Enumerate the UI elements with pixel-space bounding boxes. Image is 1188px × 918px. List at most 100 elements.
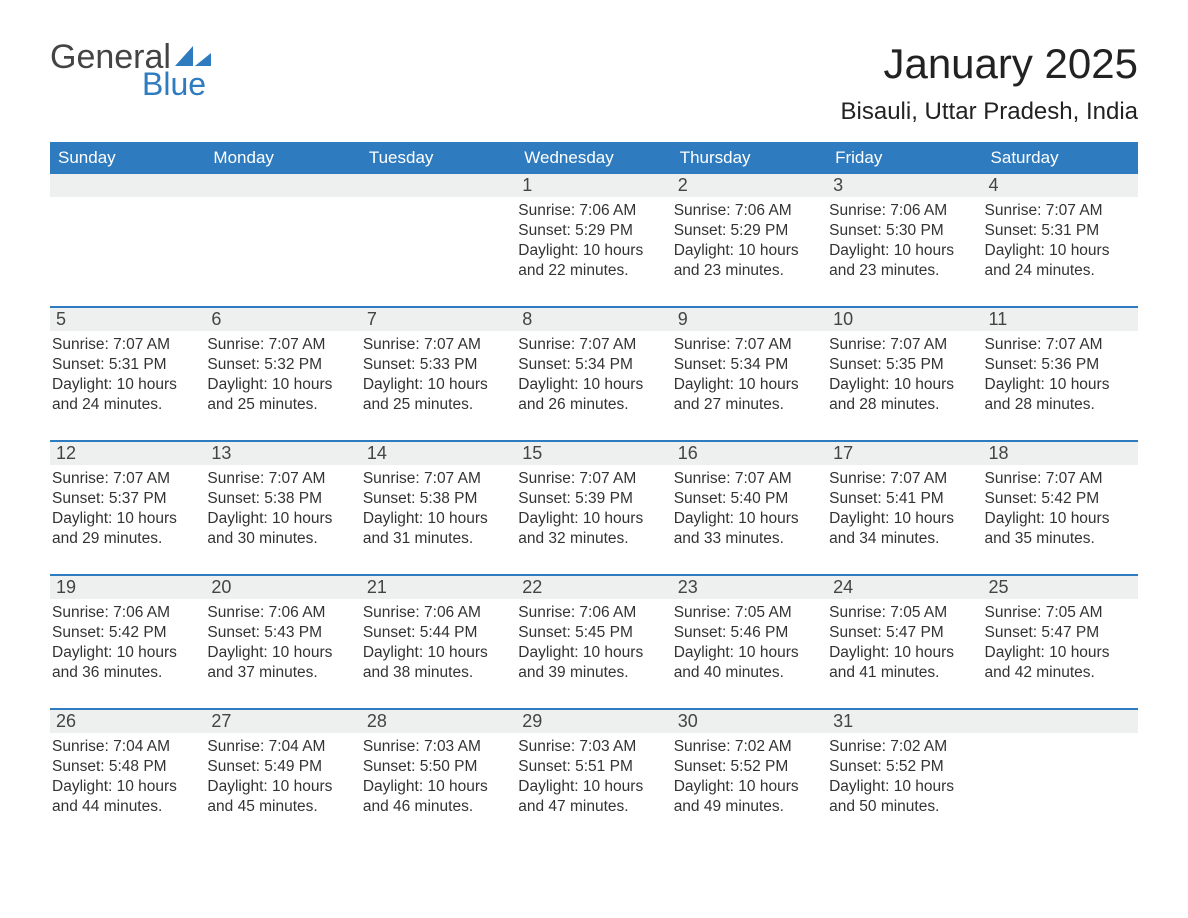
daylight-line: Daylight: 10 hours and 29 minutes. xyxy=(52,509,203,549)
day-header-thursday: Thursday xyxy=(672,142,827,174)
day-cell: 9Sunrise: 7:07 AMSunset: 5:34 PMDaylight… xyxy=(672,308,827,440)
day-body: Sunrise: 7:06 AMSunset: 5:43 PMDaylight:… xyxy=(205,599,360,688)
day-number: 11 xyxy=(983,308,1138,331)
day-cell: 16Sunrise: 7:07 AMSunset: 5:40 PMDayligh… xyxy=(672,442,827,574)
day-cell: 21Sunrise: 7:06 AMSunset: 5:44 PMDayligh… xyxy=(361,576,516,708)
day-cell: 15Sunrise: 7:07 AMSunset: 5:39 PMDayligh… xyxy=(516,442,671,574)
daylight-line: Daylight: 10 hours and 42 minutes. xyxy=(985,643,1136,683)
sunrise-line: Sunrise: 7:07 AM xyxy=(674,469,825,489)
sunrise-line: Sunrise: 7:06 AM xyxy=(518,603,669,623)
sunset-line: Sunset: 5:29 PM xyxy=(674,221,825,241)
sunset-line: Sunset: 5:31 PM xyxy=(985,221,1136,241)
day-body: Sunrise: 7:07 AMSunset: 5:35 PMDaylight:… xyxy=(827,331,982,420)
sunrise-line: Sunrise: 7:04 AM xyxy=(52,737,203,757)
day-cell: 6Sunrise: 7:07 AMSunset: 5:32 PMDaylight… xyxy=(205,308,360,440)
daylight-line: Daylight: 10 hours and 24 minutes. xyxy=(52,375,203,415)
sunrise-line: Sunrise: 7:06 AM xyxy=(829,201,980,221)
day-number-empty xyxy=(50,174,205,197)
day-cell: 19Sunrise: 7:06 AMSunset: 5:42 PMDayligh… xyxy=(50,576,205,708)
sunset-line: Sunset: 5:34 PM xyxy=(518,355,669,375)
daylight-line: Daylight: 10 hours and 27 minutes. xyxy=(674,375,825,415)
daylight-line: Daylight: 10 hours and 44 minutes. xyxy=(52,777,203,817)
day-body: Sunrise: 7:07 AMSunset: 5:34 PMDaylight:… xyxy=(516,331,671,420)
daylight-line: Daylight: 10 hours and 34 minutes. xyxy=(829,509,980,549)
week-row: 12Sunrise: 7:07 AMSunset: 5:37 PMDayligh… xyxy=(50,440,1138,574)
sunset-line: Sunset: 5:50 PM xyxy=(363,757,514,777)
day-body: Sunrise: 7:05 AMSunset: 5:47 PMDaylight:… xyxy=(983,599,1138,688)
sunrise-line: Sunrise: 7:06 AM xyxy=(518,201,669,221)
week-row: 5Sunrise: 7:07 AMSunset: 5:31 PMDaylight… xyxy=(50,306,1138,440)
day-number: 31 xyxy=(827,710,982,733)
day-cell: 7Sunrise: 7:07 AMSunset: 5:33 PMDaylight… xyxy=(361,308,516,440)
daylight-line: Daylight: 10 hours and 36 minutes. xyxy=(52,643,203,683)
day-body: Sunrise: 7:07 AMSunset: 5:31 PMDaylight:… xyxy=(50,331,205,420)
day-number: 13 xyxy=(205,442,360,465)
sunset-line: Sunset: 5:42 PM xyxy=(52,623,203,643)
day-number: 2 xyxy=(672,174,827,197)
sunset-line: Sunset: 5:41 PM xyxy=(829,489,980,509)
day-number: 6 xyxy=(205,308,360,331)
day-number: 4 xyxy=(983,174,1138,197)
day-body: Sunrise: 7:07 AMSunset: 5:36 PMDaylight:… xyxy=(983,331,1138,420)
sunrise-line: Sunrise: 7:07 AM xyxy=(363,335,514,355)
day-cell: 28Sunrise: 7:03 AMSunset: 5:50 PMDayligh… xyxy=(361,710,516,842)
day-number: 22 xyxy=(516,576,671,599)
daylight-line: Daylight: 10 hours and 38 minutes. xyxy=(363,643,514,683)
day-number: 10 xyxy=(827,308,982,331)
calendar: SundayMondayTuesdayWednesdayThursdayFrid… xyxy=(50,142,1138,842)
sunset-line: Sunset: 5:29 PM xyxy=(518,221,669,241)
sunset-line: Sunset: 5:51 PM xyxy=(518,757,669,777)
day-cell: 13Sunrise: 7:07 AMSunset: 5:38 PMDayligh… xyxy=(205,442,360,574)
day-number: 19 xyxy=(50,576,205,599)
day-header-row: SundayMondayTuesdayWednesdayThursdayFrid… xyxy=(50,142,1138,174)
day-cell: 17Sunrise: 7:07 AMSunset: 5:41 PMDayligh… xyxy=(827,442,982,574)
daylight-line: Daylight: 10 hours and 23 minutes. xyxy=(829,241,980,281)
day-body: Sunrise: 7:06 AMSunset: 5:42 PMDaylight:… xyxy=(50,599,205,688)
day-body: Sunrise: 7:06 AMSunset: 5:29 PMDaylight:… xyxy=(516,197,671,286)
day-body: Sunrise: 7:06 AMSunset: 5:45 PMDaylight:… xyxy=(516,599,671,688)
sunset-line: Sunset: 5:37 PM xyxy=(52,489,203,509)
daylight-line: Daylight: 10 hours and 30 minutes. xyxy=(207,509,358,549)
sunrise-line: Sunrise: 7:07 AM xyxy=(363,469,514,489)
sunrise-line: Sunrise: 7:07 AM xyxy=(52,335,203,355)
day-header-monday: Monday xyxy=(205,142,360,174)
day-cell: 11Sunrise: 7:07 AMSunset: 5:36 PMDayligh… xyxy=(983,308,1138,440)
day-cell: 5Sunrise: 7:07 AMSunset: 5:31 PMDaylight… xyxy=(50,308,205,440)
day-body: Sunrise: 7:06 AMSunset: 5:44 PMDaylight:… xyxy=(361,599,516,688)
day-number: 12 xyxy=(50,442,205,465)
day-body: Sunrise: 7:07 AMSunset: 5:32 PMDaylight:… xyxy=(205,331,360,420)
day-header-saturday: Saturday xyxy=(983,142,1138,174)
logo: General Blue xyxy=(50,40,213,100)
day-number: 23 xyxy=(672,576,827,599)
day-number: 21 xyxy=(361,576,516,599)
daylight-line: Daylight: 10 hours and 23 minutes. xyxy=(674,241,825,281)
day-number: 29 xyxy=(516,710,671,733)
sunrise-line: Sunrise: 7:03 AM xyxy=(518,737,669,757)
day-number: 16 xyxy=(672,442,827,465)
day-number: 17 xyxy=(827,442,982,465)
sunrise-line: Sunrise: 7:07 AM xyxy=(985,335,1136,355)
sunset-line: Sunset: 5:42 PM xyxy=(985,489,1136,509)
title-block: January 2025 Bisauli, Uttar Pradesh, Ind… xyxy=(841,40,1138,136)
daylight-line: Daylight: 10 hours and 26 minutes. xyxy=(518,375,669,415)
day-cell: 31Sunrise: 7:02 AMSunset: 5:52 PMDayligh… xyxy=(827,710,982,842)
sunset-line: Sunset: 5:36 PM xyxy=(985,355,1136,375)
sunset-line: Sunset: 5:49 PM xyxy=(207,757,358,777)
day-cell: 26Sunrise: 7:04 AMSunset: 5:48 PMDayligh… xyxy=(50,710,205,842)
day-cell xyxy=(50,174,205,306)
day-number: 30 xyxy=(672,710,827,733)
sunset-line: Sunset: 5:34 PM xyxy=(674,355,825,375)
daylight-line: Daylight: 10 hours and 39 minutes. xyxy=(518,643,669,683)
sunset-line: Sunset: 5:38 PM xyxy=(207,489,358,509)
day-number: 18 xyxy=(983,442,1138,465)
sunrise-line: Sunrise: 7:05 AM xyxy=(829,603,980,623)
daylight-line: Daylight: 10 hours and 33 minutes. xyxy=(674,509,825,549)
daylight-line: Daylight: 10 hours and 24 minutes. xyxy=(985,241,1136,281)
daylight-line: Daylight: 10 hours and 25 minutes. xyxy=(207,375,358,415)
day-header-wednesday: Wednesday xyxy=(516,142,671,174)
day-cell: 20Sunrise: 7:06 AMSunset: 5:43 PMDayligh… xyxy=(205,576,360,708)
day-cell: 29Sunrise: 7:03 AMSunset: 5:51 PMDayligh… xyxy=(516,710,671,842)
day-body: Sunrise: 7:07 AMSunset: 5:38 PMDaylight:… xyxy=(361,465,516,554)
day-cell: 22Sunrise: 7:06 AMSunset: 5:45 PMDayligh… xyxy=(516,576,671,708)
day-cell: 3Sunrise: 7:06 AMSunset: 5:30 PMDaylight… xyxy=(827,174,982,306)
